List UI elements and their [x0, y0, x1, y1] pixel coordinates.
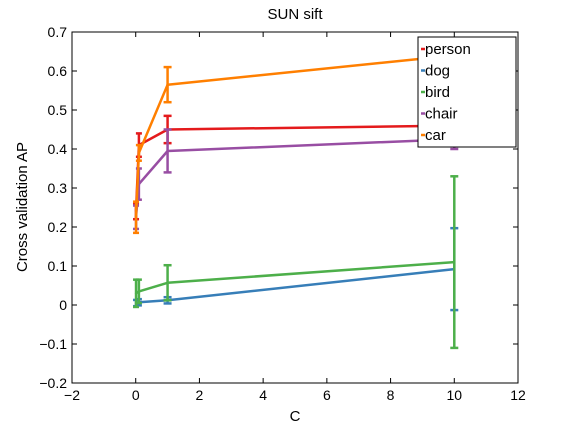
- legend-item-person: person: [421, 41, 471, 58]
- legend-item-chair: chair: [421, 106, 458, 123]
- y-tick-label: 0.4: [48, 141, 68, 157]
- data-point: [453, 260, 456, 264]
- series-layer: [133, 48, 459, 350]
- x-tick-label: 6: [323, 387, 331, 403]
- y-tick-label: 0.1: [48, 258, 68, 274]
- y-axis-label: Cross validation AP: [14, 142, 31, 272]
- x-tick-label: −2: [64, 387, 80, 403]
- data-point: [166, 83, 169, 86]
- y-tick-label: 0.7: [48, 24, 68, 40]
- y-tick-label: −0.1: [39, 336, 67, 352]
- legend-item-dog: dog: [421, 63, 450, 80]
- data-point: [137, 290, 141, 293]
- legend-label: bird: [425, 84, 450, 101]
- legend-label: person: [425, 41, 471, 58]
- series-line-car: [134, 54, 455, 218]
- x-axis-label: C: [290, 408, 301, 425]
- legend-label: chair: [425, 106, 458, 123]
- legend-item-car: car: [421, 127, 446, 144]
- legend-label: dog: [425, 63, 450, 80]
- y-tick-label: 0.3: [48, 180, 68, 196]
- series-car: [133, 48, 459, 235]
- data-point: [134, 292, 138, 295]
- data-point: [137, 151, 141, 155]
- legend-item-bird: bird: [421, 84, 450, 101]
- x-tick-label: 12: [510, 387, 526, 403]
- y-axis-ticks: −0.2 −0.1 0 0.1 0.2 0.3 0.4 0.5 0.6 0.7: [39, 24, 518, 391]
- data-point: [166, 281, 169, 284]
- data-point: [166, 149, 169, 153]
- legend: person dog bird chair car: [417, 36, 517, 148]
- x-tick-label: 2: [196, 387, 204, 403]
- legend-label: car: [425, 127, 446, 144]
- y-tick-label: 0.5: [48, 102, 68, 118]
- data-point: [134, 216, 138, 219]
- series-line-bird: [135, 260, 455, 295]
- x-tick-label: 4: [259, 387, 267, 403]
- plot-frame: [71, 31, 519, 384]
- legend-box: [417, 36, 517, 148]
- chart-title: SUN sift: [267, 6, 323, 23]
- y-tick-label: −0.2: [39, 375, 67, 391]
- y-tick-label: 0: [59, 297, 67, 313]
- x-tick-label: 8: [387, 387, 395, 403]
- y-tick-label: 0.2: [48, 219, 68, 235]
- series-bird: [133, 175, 459, 350]
- x-tick-label: 10: [446, 387, 462, 403]
- y-tick-label: 0.6: [48, 63, 68, 79]
- x-tick-label: 0: [132, 387, 140, 403]
